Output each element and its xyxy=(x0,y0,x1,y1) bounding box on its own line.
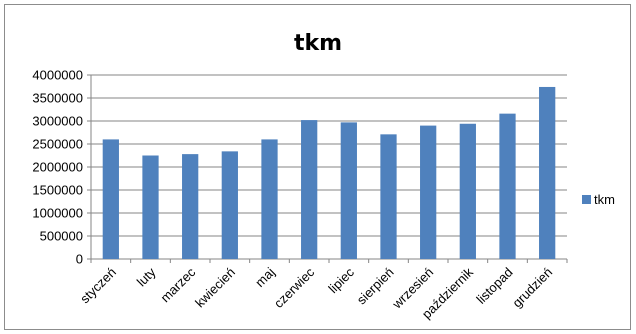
y-tick-label: 1500000 xyxy=(32,183,83,198)
y-axis-ticks: 0 500000 1000000 1500000 2000000 2500000 30000… xyxy=(32,68,91,267)
x-tick-label: luty xyxy=(134,264,159,289)
bars xyxy=(102,86,556,260)
bar-1 xyxy=(102,139,119,259)
chart-title: tkm xyxy=(294,31,342,56)
bar-9 xyxy=(420,125,437,259)
x-tick-label: kwiecień xyxy=(192,265,238,311)
bar-4 xyxy=(221,151,238,259)
gridlines xyxy=(91,74,567,260)
y-tick-label: 0 xyxy=(76,252,83,267)
bar-7 xyxy=(340,122,357,259)
legend-swatch xyxy=(582,195,591,204)
bar-5 xyxy=(261,139,278,259)
y-tick-label: 3000000 xyxy=(32,114,83,129)
bar-12 xyxy=(539,86,556,260)
bar-10 xyxy=(459,123,476,259)
y-tick-label: 1000000 xyxy=(32,206,83,221)
bar-2 xyxy=(142,155,159,259)
x-tick-label: grudzień xyxy=(509,265,555,311)
legend-label: tkm xyxy=(594,192,615,207)
y-tick-label: 4000000 xyxy=(32,68,83,83)
x-tick-label: maj xyxy=(252,264,277,289)
y-tick-label: 500000 xyxy=(40,229,83,244)
bar-11 xyxy=(499,113,516,259)
y-tick-label: 2500000 xyxy=(32,137,83,152)
x-tick-label: czerwiec xyxy=(271,264,318,311)
x-tick-label: styczeń xyxy=(77,265,119,307)
legend: tkm xyxy=(582,192,615,207)
bar-6 xyxy=(301,120,318,259)
bar-3 xyxy=(182,154,199,259)
bar-8 xyxy=(380,134,397,259)
y-tick-label: 2000000 xyxy=(32,160,83,175)
y-tick-label: 3500000 xyxy=(32,91,83,106)
x-tick-label: lipiec xyxy=(325,264,357,296)
